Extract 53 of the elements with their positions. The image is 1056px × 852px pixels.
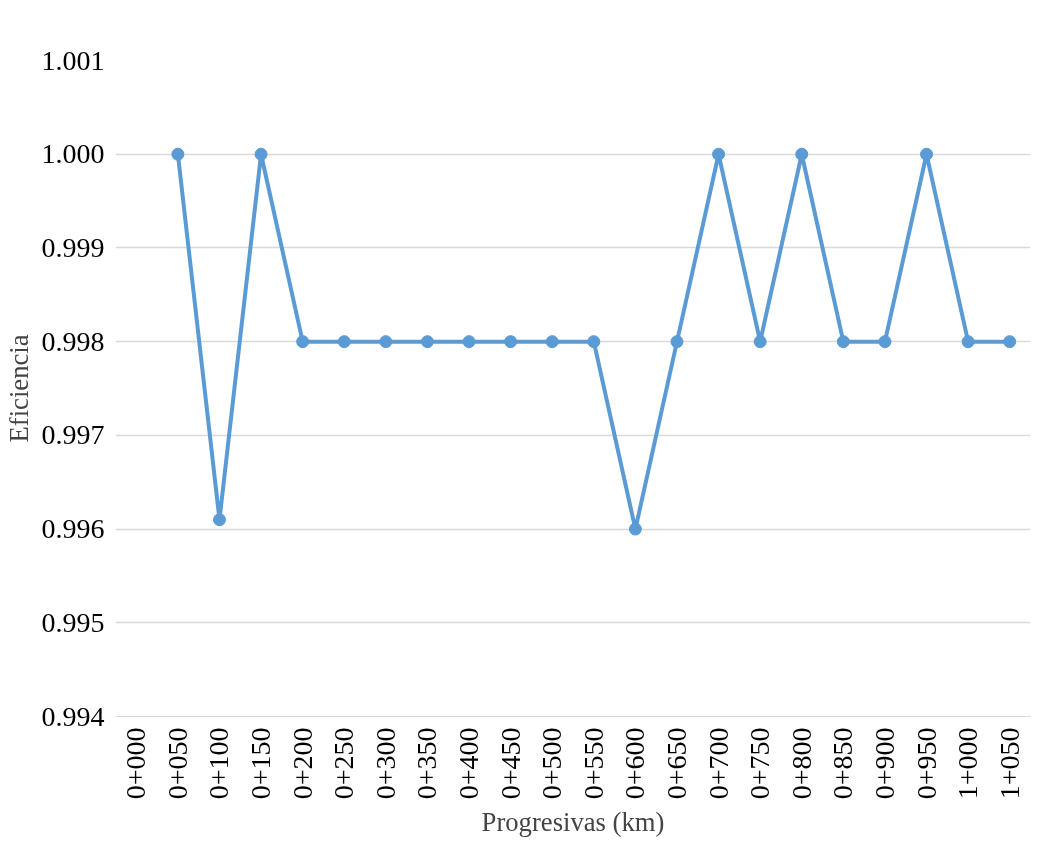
point: [920, 147, 934, 161]
y-tick-label: 0.994: [41, 700, 105, 732]
x-tick-label: 0+550: [577, 727, 609, 800]
x-tick-label: 0+000: [120, 727, 152, 800]
point: [712, 147, 726, 161]
x-tick-label: 0+050: [161, 727, 193, 800]
y-tick-label: 1.000: [41, 138, 105, 170]
x-tick-label: 0+600: [619, 727, 651, 800]
point: [462, 335, 476, 349]
x-tick-label: 0+400: [453, 727, 485, 800]
y-tick-label: 0.999: [41, 231, 105, 263]
x-tick-label: 0+300: [369, 727, 401, 800]
point: [878, 335, 892, 349]
x-tick-label: 0+950: [910, 727, 942, 800]
x-tick-label: 0+750: [744, 727, 776, 800]
x-tick-label: 0+800: [785, 727, 817, 800]
point: [420, 335, 434, 349]
point: [212, 513, 226, 527]
x-tick-label: 0+350: [411, 727, 443, 800]
x-tick-label: 0+200: [286, 727, 318, 800]
x-tick-label: 1+000: [952, 727, 984, 800]
x-tick-label: 1+050: [993, 727, 1025, 800]
point: [795, 147, 809, 161]
point: [296, 335, 310, 349]
y-tick-label: 0.998: [41, 325, 105, 357]
x-axis-title: Progresivas (km): [481, 807, 665, 838]
x-tick-label: 0+900: [868, 727, 900, 800]
point: [254, 147, 268, 161]
point: [337, 335, 351, 349]
point: [628, 522, 642, 536]
x-tick-label: 0+250: [328, 727, 360, 800]
y-tick-label: 1.001: [41, 44, 105, 76]
y-tick-label: 0.997: [41, 419, 105, 451]
x-tick-label: 0+500: [536, 727, 568, 800]
x-tick-label: 0+700: [702, 727, 734, 800]
x-tick-label: 0+450: [494, 727, 526, 800]
y-tick-label: 0.996: [41, 513, 105, 545]
y-tick-label: 0.995: [41, 606, 105, 638]
point: [587, 335, 601, 349]
x-tick-label: 0+850: [827, 727, 859, 800]
point: [379, 335, 393, 349]
point: [545, 335, 559, 349]
point: [171, 147, 185, 161]
point: [670, 335, 684, 349]
point: [753, 335, 767, 349]
x-tick-label: 0+100: [203, 727, 235, 800]
point: [1003, 335, 1017, 349]
x-tick-label: 0+650: [660, 727, 692, 800]
point: [961, 335, 975, 349]
x-tick-label: 0+150: [245, 727, 277, 800]
point: [504, 335, 518, 349]
y-axis-title: Eficiencia: [3, 334, 34, 443]
point: [836, 335, 850, 349]
